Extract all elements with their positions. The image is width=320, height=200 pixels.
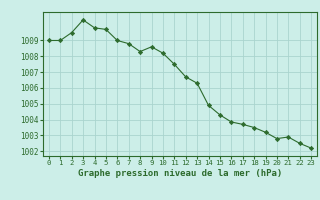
X-axis label: Graphe pression niveau de la mer (hPa): Graphe pression niveau de la mer (hPa) xyxy=(78,169,282,178)
